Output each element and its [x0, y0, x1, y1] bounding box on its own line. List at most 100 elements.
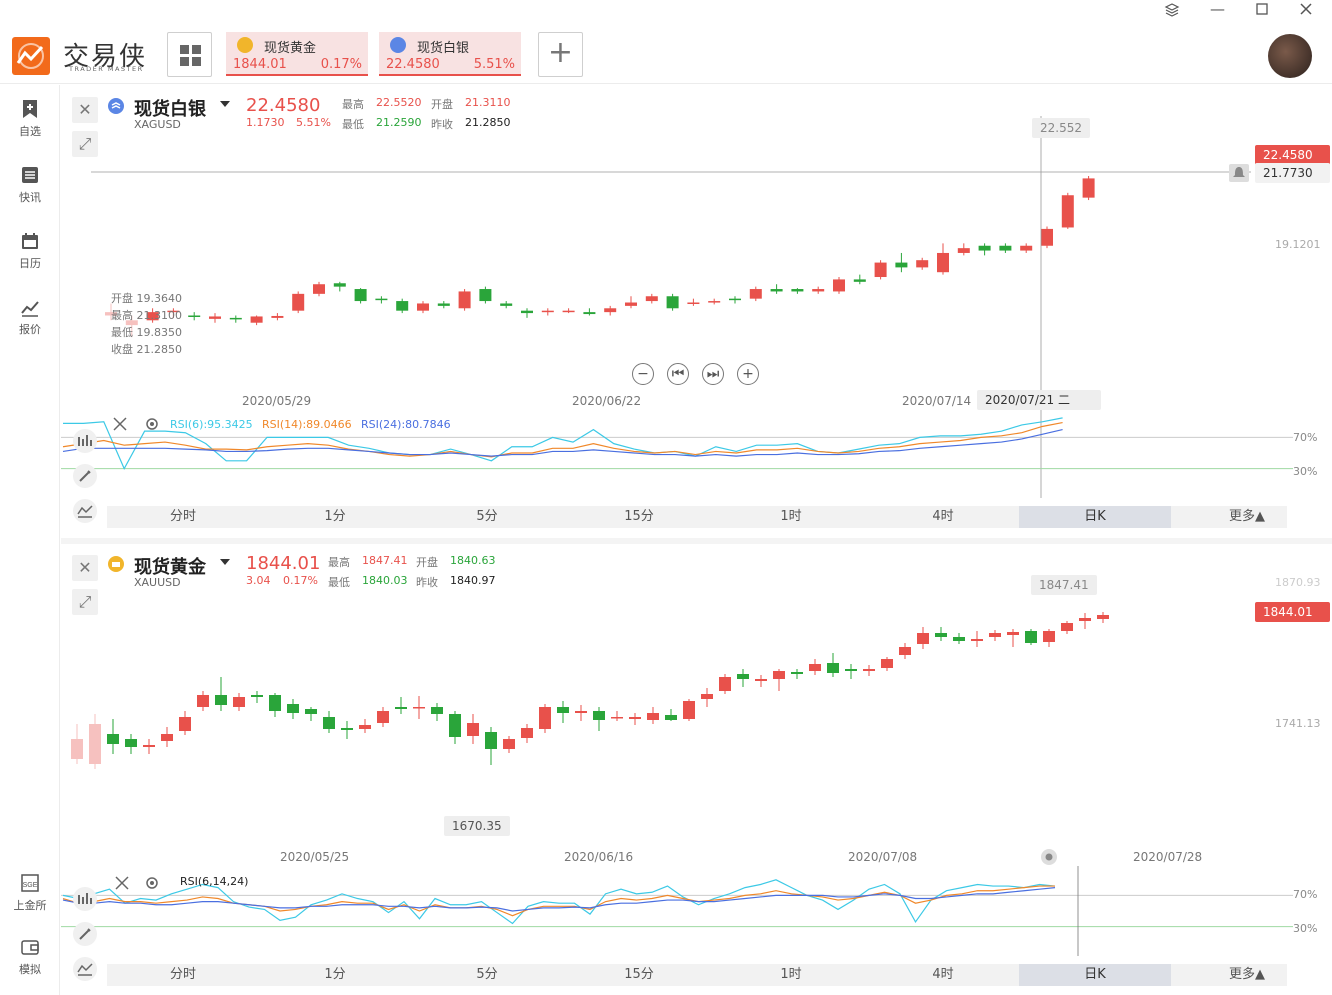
symbol-dropdown-icon[interactable] [220, 101, 230, 107]
x-date-label: 2020/07/28 [1133, 850, 1203, 864]
zoom-in-button[interactable]: + [737, 363, 759, 385]
rsi-level-70: 70% [1293, 431, 1318, 444]
candle [809, 659, 821, 675]
tf-daily[interactable]: 日K [1019, 964, 1171, 986]
settings-gear-icon[interactable] [145, 876, 159, 890]
candle [989, 630, 1001, 641]
candle [395, 697, 407, 714]
y-axis-label: 19.1201 [1275, 238, 1321, 251]
draw-pencil-button[interactable] [73, 922, 97, 946]
hover-low: 最低 19.8350 [111, 326, 182, 339]
tab-gold[interactable]: 现货黄金 1844.01 0.17% [226, 32, 368, 76]
rsi6-line [62, 879, 1056, 925]
tf-daily[interactable]: 日K [1019, 506, 1171, 528]
candle [458, 289, 471, 311]
sidebar-item-simulate[interactable]: 模拟 [0, 937, 60, 977]
jump-start-button[interactable]: ⏮ [667, 363, 689, 385]
minimize-icon[interactable]: — [1210, 0, 1225, 18]
jump-end-button[interactable]: ⏭ [702, 363, 724, 385]
candle [503, 736, 515, 753]
tf-1h[interactable]: 1时 [780, 967, 802, 982]
tf-more[interactable]: 更多▲ [1229, 967, 1265, 982]
sidebar-item-watchlist[interactable]: 自选 [0, 99, 60, 139]
rsi-legend: RSI(6,14,24) [180, 875, 249, 888]
layout-grid-button[interactable] [167, 32, 212, 77]
candle [1082, 176, 1095, 201]
candle [687, 298, 700, 306]
sidebar-item-news[interactable]: 快讯 [0, 165, 60, 205]
tf-tick[interactable]: 分时 [169, 967, 196, 982]
chart-style-button[interactable] [73, 499, 97, 523]
draw-pencil-button[interactable] [73, 464, 97, 488]
candle [107, 719, 119, 754]
add-tab-button[interactable]: + [538, 32, 583, 77]
candle [737, 669, 749, 687]
tf-4h[interactable]: 4时 [932, 509, 954, 524]
candle [105, 303, 117, 321]
gold-rsi-chart[interactable] [61, 866, 1332, 958]
symbol-dropdown-icon[interactable] [220, 559, 230, 565]
tab-silver[interactable]: 现货白银 22.4580 5.51% [379, 32, 521, 76]
expand-chart-button[interactable]: ⤢ [72, 589, 98, 615]
tf-5min[interactable]: 5分 [476, 509, 498, 524]
silver-candlestick-chart[interactable] [61, 86, 1332, 498]
candle [647, 707, 659, 724]
chart-style-button[interactable] [73, 957, 97, 981]
settings-gear-icon[interactable] [145, 417, 159, 431]
tf-1min[interactable]: 1分 [324, 509, 346, 524]
x-date-label: 2020/07/08 [848, 850, 918, 864]
candle [827, 653, 839, 677]
tf-1min[interactable]: 1分 [324, 967, 346, 982]
candle [229, 315, 242, 323]
candle [845, 664, 857, 679]
indicator-tool-button[interactable] [73, 429, 97, 453]
tf-4h[interactable]: 4时 [932, 967, 954, 982]
price-alert-bell-icon[interactable] [1229, 164, 1249, 182]
candle [396, 298, 409, 314]
candle [417, 301, 429, 314]
close-indicator-icon[interactable] [115, 876, 129, 890]
candle [188, 312, 201, 321]
expand-chart-button[interactable]: ⤢ [72, 131, 98, 157]
candle [895, 252, 908, 273]
user-avatar[interactable] [1268, 34, 1312, 78]
tf-tick[interactable]: 分时 [169, 509, 196, 524]
hover-close: 收盘 21.2850 [111, 343, 182, 356]
tf-15min[interactable]: 15分 [624, 967, 654, 982]
tf-15min[interactable]: 15分 [624, 509, 654, 524]
selected-date-tag: 2020/07/21 二 [977, 390, 1101, 410]
gold-candlestick-chart[interactable] [61, 544, 1332, 844]
symbol-name[interactable]: 现货黄金 [134, 557, 206, 578]
gold-chart-panel: ✕ ⤢ 现货黄金 XAUUSD 1844.01 3.04 0.17% 最高 18… [61, 538, 1332, 990]
candle [1079, 613, 1091, 629]
silver-rsi-chart[interactable] [61, 408, 1332, 502]
zoom-out-button[interactable]: − [632, 363, 654, 385]
candle [521, 724, 533, 743]
candle [899, 643, 911, 659]
candle [708, 298, 721, 305]
app-name: 交易侠 [63, 42, 148, 72]
candle [333, 281, 346, 292]
candle [645, 293, 658, 304]
close-chart-button[interactable]: ✕ [72, 97, 98, 123]
candle [874, 260, 887, 280]
candle [215, 677, 227, 711]
high-value: 1847.41 [362, 554, 408, 567]
close-indicator-icon[interactable] [113, 417, 127, 431]
symbol-name[interactable]: 现货白银 [134, 99, 206, 120]
candle [269, 693, 281, 717]
scroll-handle-icon[interactable] [1040, 848, 1058, 866]
sidebar-item-calendar[interactable]: 日历 [0, 231, 60, 271]
prev-close-value: 21.2850 [465, 116, 511, 129]
indicator-tool-button[interactable] [73, 887, 97, 911]
tf-1h[interactable]: 1时 [780, 509, 802, 524]
candle [89, 714, 101, 769]
candle [341, 721, 353, 739]
close-chart-button[interactable]: ✕ [72, 555, 98, 581]
tf-5min[interactable]: 5分 [476, 967, 498, 982]
rsi6-legend: RSI(6):95.3425 [170, 418, 253, 431]
candle [557, 701, 569, 723]
sidebar-item-sge[interactable]: SGE 上金所 [0, 873, 60, 913]
tf-more[interactable]: 更多▲ [1229, 509, 1265, 524]
sidebar-item-quotes[interactable]: 报价 [0, 297, 60, 337]
